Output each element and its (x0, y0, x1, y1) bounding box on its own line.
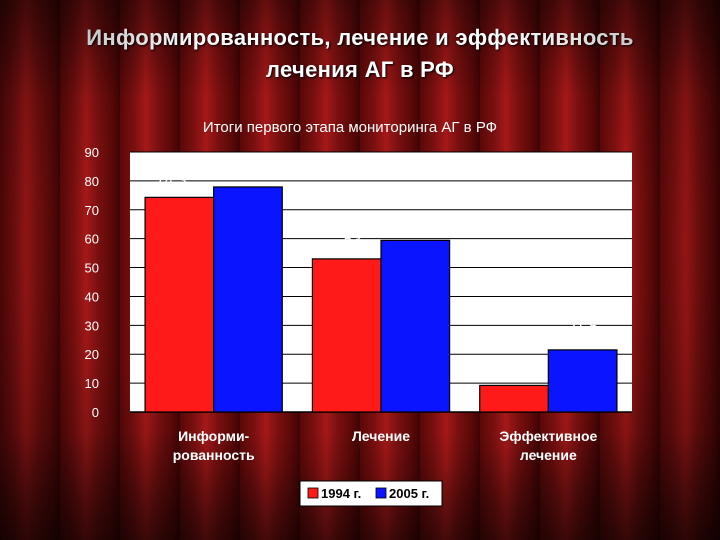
bar-1-0 (311, 258, 382, 413)
legend-swatch-1994 (307, 487, 319, 499)
chart-title: Итоги первого этапа мониторинга АГ в РФ (203, 119, 497, 136)
legend-swatch-2005 (375, 487, 387, 499)
chart-bars (144, 186, 618, 413)
slide-title-line-2: лечения АГ в РФ (266, 57, 454, 82)
category-label-2-1: лечение (520, 447, 577, 463)
y-tick-label-70: 70 (85, 203, 99, 218)
data-label-2-1: 21,5 (567, 319, 598, 336)
y-tick-label-50: 50 (85, 261, 99, 276)
y-axis-ticks: 0 10 20 30 40 50 60 70 80 90 (85, 145, 99, 420)
y-tick-label-80: 80 (85, 174, 99, 189)
y-tick-label-10: 10 (85, 376, 99, 391)
category-label-2-0: Эффективное (499, 428, 597, 444)
legend-box (299, 480, 443, 507)
legend-label-2005: 2005 г. (389, 486, 429, 501)
data-label-1-0: 53 (344, 232, 362, 249)
bar-2-0 (479, 384, 549, 413)
bar-0-0 (144, 196, 215, 413)
slide-title-line-1: Информированность, лечение и эффективнос… (86, 25, 634, 50)
data-label-1-1: 59,4 (406, 213, 437, 230)
y-tick-label-40: 40 (85, 289, 99, 304)
chart-legend: 1994 г. 2005 г. (299, 480, 443, 507)
category-label-0-1: рованность (173, 447, 255, 463)
bar-2-1 (547, 349, 618, 413)
data-label-2-0: 9,2 (503, 354, 525, 371)
category-label-0-0: Информи- (178, 428, 249, 444)
category-label-1-0: Лечение (352, 428, 410, 444)
y-tick-label-60: 60 (85, 232, 99, 247)
slide-title: Информированность, лечение и эффективнос… (20, 22, 700, 86)
bar-1-1 (380, 239, 451, 413)
y-tick-label-30: 30 (85, 318, 99, 333)
bar-0-1 (213, 186, 283, 413)
y-tick-label-20: 20 (85, 347, 99, 362)
chart-data-labels: 74,3 77,9 53 59,4 9,2 21,5 (156, 162, 599, 371)
legend-label-1994: 1994 г. (321, 486, 361, 501)
y-tick-label-0: 0 (92, 405, 99, 420)
data-label-0-0: 74,3 (156, 172, 187, 189)
data-label-0-1: 77,9 (224, 162, 255, 179)
x-axis-categories: Информи-рованность Лечение Эффективное лече… (173, 428, 598, 463)
y-tick-label-90: 90 (85, 145, 99, 160)
